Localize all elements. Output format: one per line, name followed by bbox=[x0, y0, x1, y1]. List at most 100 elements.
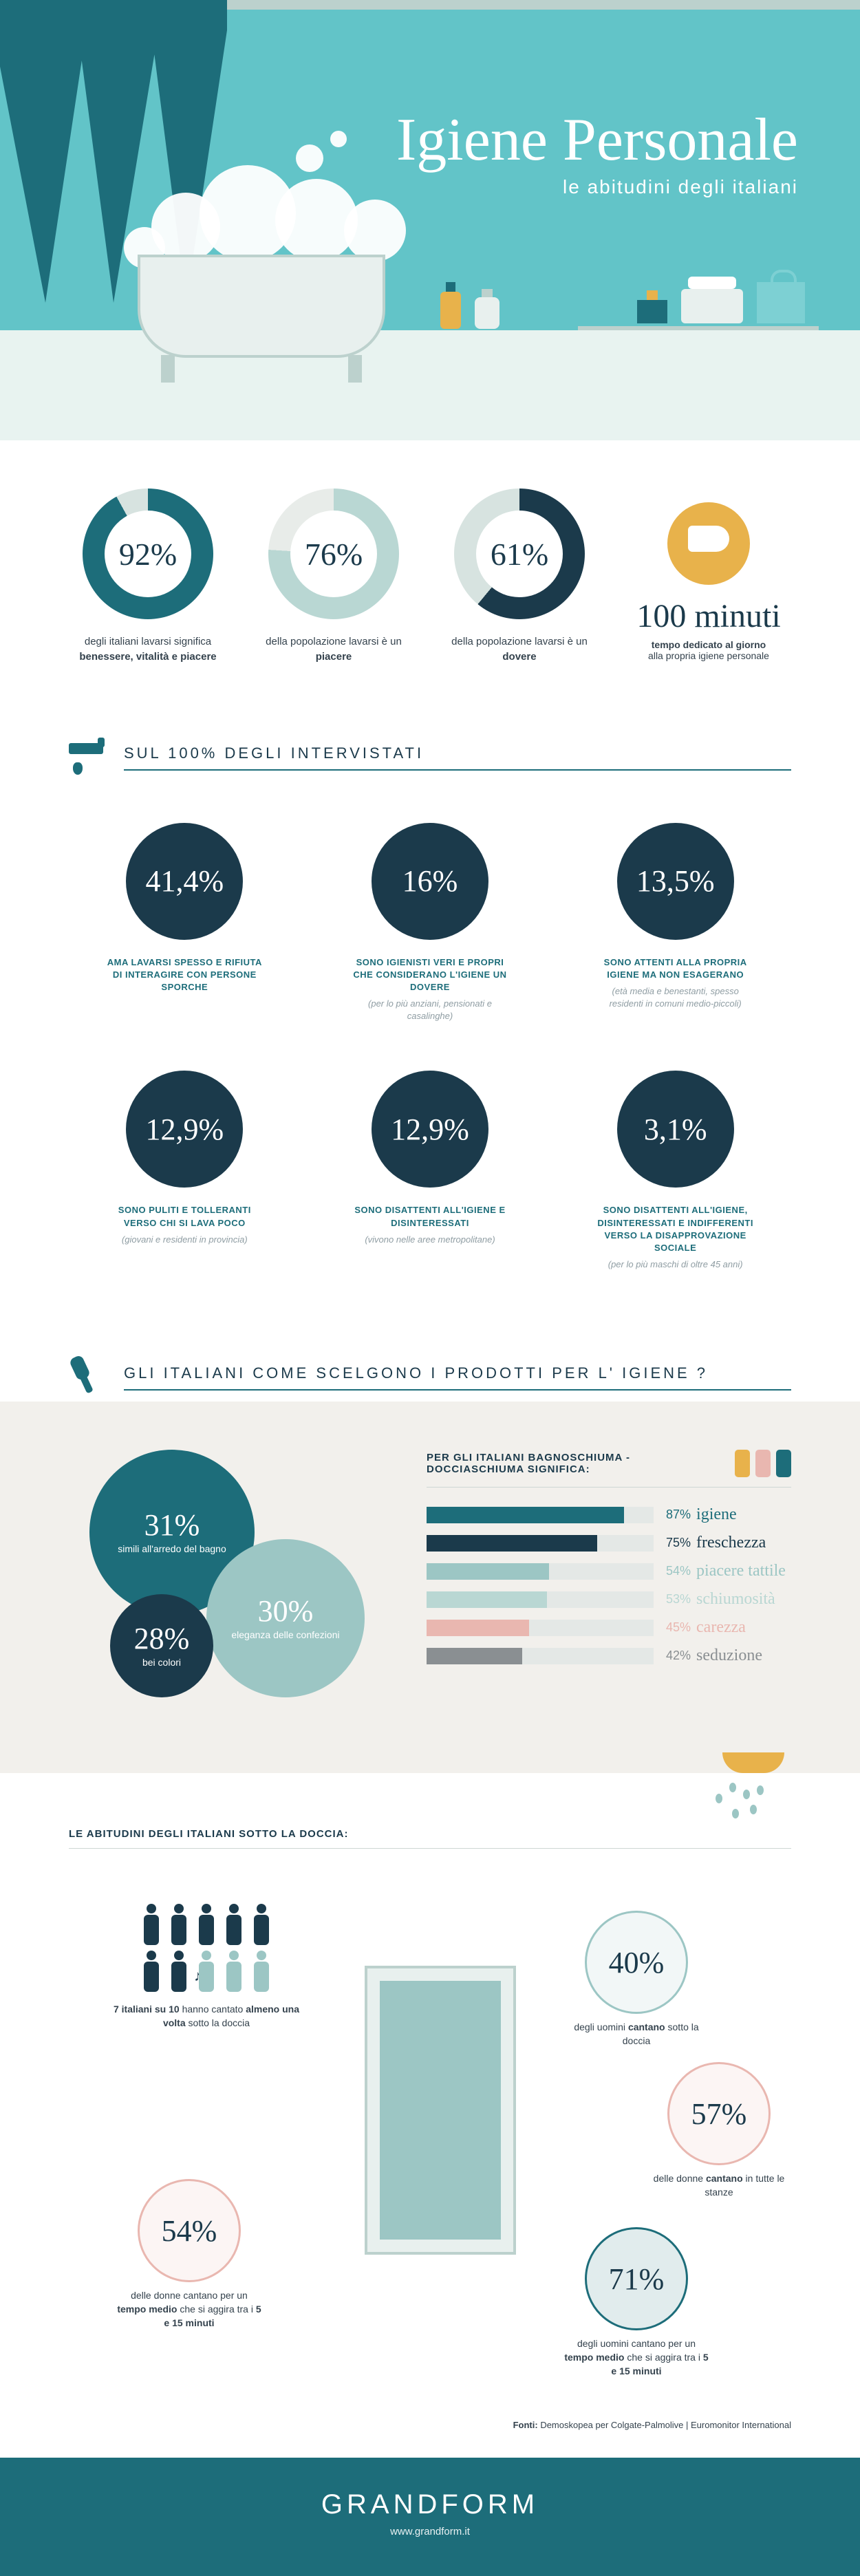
bar-label: 75%freschezza bbox=[666, 1534, 766, 1552]
shower-section-title: LE ABITUDINI DEGLI ITALIANI SOTTO LA DOC… bbox=[69, 1828, 791, 1849]
section-header-products: GLI ITALIANI COME SCELGONO I PRODOTTI PE… bbox=[0, 1353, 860, 1395]
circle-subtitle: (per lo più maschi di oltre 45 anni) bbox=[594, 1258, 757, 1271]
hairdryer-icon bbox=[667, 502, 750, 585]
shelf bbox=[578, 326, 819, 330]
bar-row: 75%freschezza bbox=[427, 1534, 791, 1552]
circle-subtitle: (età media e benestanti, spesso resident… bbox=[594, 985, 757, 1010]
product-icon bbox=[735, 1450, 750, 1477]
bars-column: PER GLI ITALIANI BAGNOSCHIUMA - DOCCIASC… bbox=[427, 1450, 791, 1711]
person-icon bbox=[250, 1951, 273, 1993]
soap-bottle-icon bbox=[440, 292, 461, 329]
people-stat: ♪ 7 italiani su 10 hanno cantato almeno … bbox=[103, 1904, 310, 2030]
person-icon bbox=[222, 1951, 246, 1993]
product-icons bbox=[735, 1450, 791, 1477]
minutes-title: 100 minuti bbox=[626, 597, 791, 635]
perfume-icon bbox=[637, 300, 667, 323]
bubble-stat: 40% degli uomini cantano sotto la doccia bbox=[564, 1911, 709, 2048]
circle-subtitle: (vivono nelle aree metropolitane) bbox=[349, 1234, 512, 1246]
bubble-stat: 54% delle donne cantano per un tempo med… bbox=[117, 2179, 261, 2330]
lotion-bottle-icon bbox=[475, 297, 499, 329]
gift-box-icon bbox=[757, 282, 805, 323]
venn-circle: 28%bei colori bbox=[110, 1594, 213, 1697]
footer-url: www.grandform.it bbox=[0, 2526, 860, 2537]
donut-stats-section: 92% degli italiani lavarsi significa ben… bbox=[0, 440, 860, 713]
bubble-stat: 71% degli uomini cantano per un tempo me… bbox=[564, 2227, 709, 2378]
person-icon: ♪ bbox=[167, 1951, 191, 1993]
donut-pct: 76% bbox=[305, 536, 363, 572]
donut-caption: degli italiani lavarsi significa benesse… bbox=[69, 634, 227, 665]
bar-label: 54%piacere tattile bbox=[666, 1562, 786, 1580]
bar-row: 45%carezza bbox=[427, 1618, 791, 1637]
person-icon bbox=[167, 1904, 191, 1946]
person-icon bbox=[195, 1904, 218, 1946]
person-icon bbox=[140, 1904, 163, 1946]
shower-habits-section: LE ABITUDINI DEGLI ITALIANI SOTTO LA DOC… bbox=[0, 1773, 860, 2406]
bar-label: 42%seduzione bbox=[666, 1646, 762, 1665]
section-header-interviewed: SUL 100% DEGLI INTERVISTATI bbox=[0, 733, 860, 775]
stat-circle: 16% bbox=[372, 823, 488, 940]
bar-track bbox=[427, 1507, 654, 1523]
circle-stat: 13,5% SONO ATTENTI ALLA PROPRIA IGIENE M… bbox=[594, 823, 757, 1023]
circle-subtitle: (giovani e residenti in provincia) bbox=[103, 1234, 266, 1246]
towels-icon bbox=[681, 289, 743, 323]
bar-track bbox=[427, 1591, 654, 1608]
stat-circle: 3,1% bbox=[617, 1071, 734, 1188]
circle-title: SONO DISATTENTI ALL'IGIENE E DISINTERESS… bbox=[349, 1204, 512, 1229]
section-title: SUL 100% DEGLI INTERVISTATI bbox=[124, 738, 791, 771]
hero-title: Igiene Personale bbox=[396, 110, 798, 171]
bar-fill bbox=[427, 1648, 522, 1664]
donut-pct: 92% bbox=[119, 536, 177, 572]
circle-stat: 12,9% SONO DISATTENTI ALL'IGIENE E DISIN… bbox=[349, 1071, 512, 1271]
stat-bubble: 54% bbox=[138, 2179, 241, 2282]
shower-cabin-icon bbox=[365, 1966, 516, 2255]
donut-stat: 76% della popolazione lavarsi è un piace… bbox=[255, 489, 413, 665]
donut-caption: della popolazione lavarsi è un piacere bbox=[255, 634, 413, 665]
person-icon bbox=[195, 1951, 218, 1993]
sources: Fonti: Demoskopea per Colgate-Palmolive … bbox=[0, 2406, 860, 2458]
footer-logo: GRANDFORM bbox=[0, 2489, 860, 2520]
bar-row: 87%igiene bbox=[427, 1505, 791, 1524]
circle-title: SONO DISATTENTI ALL'IGIENE, DISINTERESSA… bbox=[594, 1204, 757, 1254]
bar-row: 53%schiumosità bbox=[427, 1590, 791, 1609]
products-section: 31%simili all'arredo del bagno 30%elegan… bbox=[0, 1402, 860, 1773]
hero-banner: Igiene Personale le abitudini degli ital… bbox=[0, 0, 860, 440]
minutes-stat: 100 minuti tempo dedicato al giornoalla … bbox=[626, 489, 791, 661]
stat-circle: 12,9% bbox=[126, 1071, 243, 1188]
donut-stat: 92% degli italiani lavarsi significa ben… bbox=[69, 489, 227, 665]
section-title: GLI ITALIANI COME SCELGONO I PRODOTTI PE… bbox=[124, 1357, 791, 1391]
bar-fill bbox=[427, 1620, 529, 1636]
circle-stat: 41,4% AMA LAVARSI SPESSO E RIFIUTA DI IN… bbox=[103, 823, 266, 1023]
product-icon bbox=[755, 1450, 771, 1477]
bar-label: 53%schiumosità bbox=[666, 1590, 775, 1609]
faucet-icon bbox=[69, 733, 110, 775]
circle-stat: 12,9% SONO PULITI E TOLLERANTI VERSO CHI… bbox=[103, 1071, 266, 1271]
stat-circle: 13,5% bbox=[617, 823, 734, 940]
bar-row: 54%piacere tattile bbox=[427, 1562, 791, 1580]
bar-label: 45%carezza bbox=[666, 1618, 746, 1637]
stat-circle: 41,4% bbox=[126, 823, 243, 940]
person-icon bbox=[222, 1904, 246, 1946]
donut-pct: 61% bbox=[491, 536, 548, 572]
people-text: 7 italiani su 10 hanno cantato almeno un… bbox=[103, 2003, 310, 2030]
person-icon bbox=[140, 1951, 163, 1993]
venn-circle: 30%eleganza delle confezioni bbox=[206, 1539, 365, 1697]
bar-track bbox=[427, 1620, 654, 1636]
bar-fill bbox=[427, 1563, 549, 1580]
footer: GRANDFORM www.grandform.it bbox=[0, 2458, 860, 2576]
hero-title-block: Igiene Personale le abitudini degli ital… bbox=[396, 110, 798, 198]
bars-title: PER GLI ITALIANI BAGNOSCHIUMA - DOCCIASC… bbox=[427, 1452, 721, 1475]
circle-title: AMA LAVARSI SPESSO E RIFIUTA DI INTERAGI… bbox=[103, 956, 266, 994]
foam-bubbles bbox=[124, 144, 413, 268]
bar-row: 42%seduzione bbox=[427, 1646, 791, 1665]
circle-title: SONO ATTENTI ALLA PROPRIA IGIENE MA NON … bbox=[594, 956, 757, 981]
circle-stat: 3,1% SONO DISATTENTI ALL'IGIENE, DISINTE… bbox=[594, 1071, 757, 1271]
bar-track bbox=[427, 1535, 654, 1552]
stat-bubble: 57% bbox=[667, 2062, 771, 2165]
bar-fill bbox=[427, 1535, 597, 1552]
bar-track bbox=[427, 1648, 654, 1664]
stat-bubble: 40% bbox=[585, 1911, 688, 2014]
hero-subtitle: le abitudini degli italiani bbox=[396, 176, 798, 198]
donut-stat: 61% della popolazione lavarsi è un dover… bbox=[440, 489, 599, 665]
bubble-stat: 57% delle donne cantano in tutte le stan… bbox=[647, 2062, 791, 2199]
stat-circle: 12,9% bbox=[372, 1071, 488, 1188]
